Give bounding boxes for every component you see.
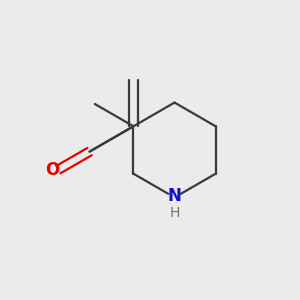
Text: N: N [168,187,182,205]
Text: H: H [169,206,180,220]
Text: O: O [45,160,60,178]
